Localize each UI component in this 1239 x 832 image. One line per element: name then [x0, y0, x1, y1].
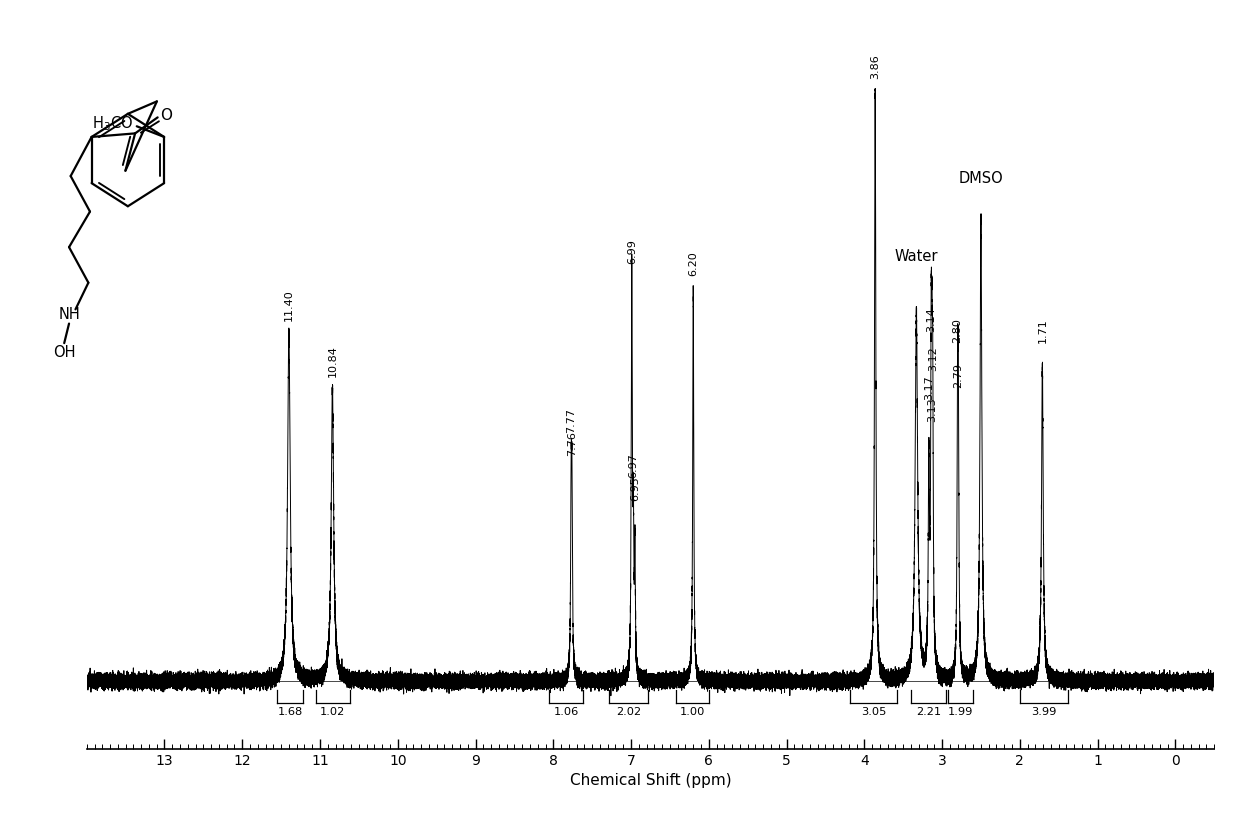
Text: 6.97: 6.97 — [628, 453, 638, 478]
Text: 11.40: 11.40 — [284, 289, 294, 321]
Text: 3.86: 3.86 — [870, 54, 880, 78]
Text: 3.99: 3.99 — [1031, 707, 1057, 717]
Text: 1.71: 1.71 — [1037, 319, 1047, 344]
Text: 1.00: 1.00 — [680, 707, 705, 717]
Text: 6.95: 6.95 — [629, 476, 639, 501]
Text: 10.84: 10.84 — [327, 345, 337, 377]
Text: 6.99: 6.99 — [627, 240, 637, 265]
Text: OH: OH — [53, 344, 76, 359]
Text: 7.76: 7.76 — [567, 431, 577, 456]
Text: 1.06: 1.06 — [554, 707, 579, 717]
Text: Water: Water — [895, 250, 938, 265]
Text: 6.20: 6.20 — [688, 251, 699, 275]
Text: 1.02: 1.02 — [320, 707, 346, 717]
Text: NH: NH — [58, 307, 81, 322]
Text: 2.02: 2.02 — [616, 707, 642, 717]
Text: 3.12: 3.12 — [928, 347, 938, 371]
Text: 1.99: 1.99 — [948, 707, 974, 717]
Text: 3.14: 3.14 — [927, 307, 937, 332]
Text: 7.77: 7.77 — [566, 409, 576, 433]
Text: O: O — [160, 108, 172, 123]
Text: 3.17: 3.17 — [924, 375, 934, 399]
Text: 3.05: 3.05 — [861, 707, 886, 717]
Text: 2.80: 2.80 — [953, 319, 963, 344]
Text: 2.79: 2.79 — [953, 364, 964, 389]
Text: 1.68: 1.68 — [278, 707, 302, 717]
Text: H$_3$CO: H$_3$CO — [92, 114, 133, 133]
Text: DMSO: DMSO — [959, 171, 1004, 186]
X-axis label: Chemical Shift (ppm): Chemical Shift (ppm) — [570, 773, 731, 788]
Text: 3.13: 3.13 — [927, 398, 937, 422]
Text: 2.21: 2.21 — [916, 707, 942, 717]
